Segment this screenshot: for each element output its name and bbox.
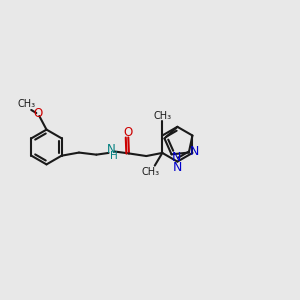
Text: N: N bbox=[106, 143, 115, 156]
Text: N: N bbox=[173, 161, 182, 174]
Text: CH₃: CH₃ bbox=[153, 111, 171, 121]
Text: N: N bbox=[190, 146, 200, 158]
Text: O: O bbox=[33, 107, 42, 120]
Text: N: N bbox=[172, 151, 181, 164]
Text: CH₃: CH₃ bbox=[17, 99, 35, 109]
Text: O: O bbox=[124, 126, 133, 139]
Text: H: H bbox=[110, 151, 118, 160]
Text: CH₃: CH₃ bbox=[142, 167, 160, 177]
